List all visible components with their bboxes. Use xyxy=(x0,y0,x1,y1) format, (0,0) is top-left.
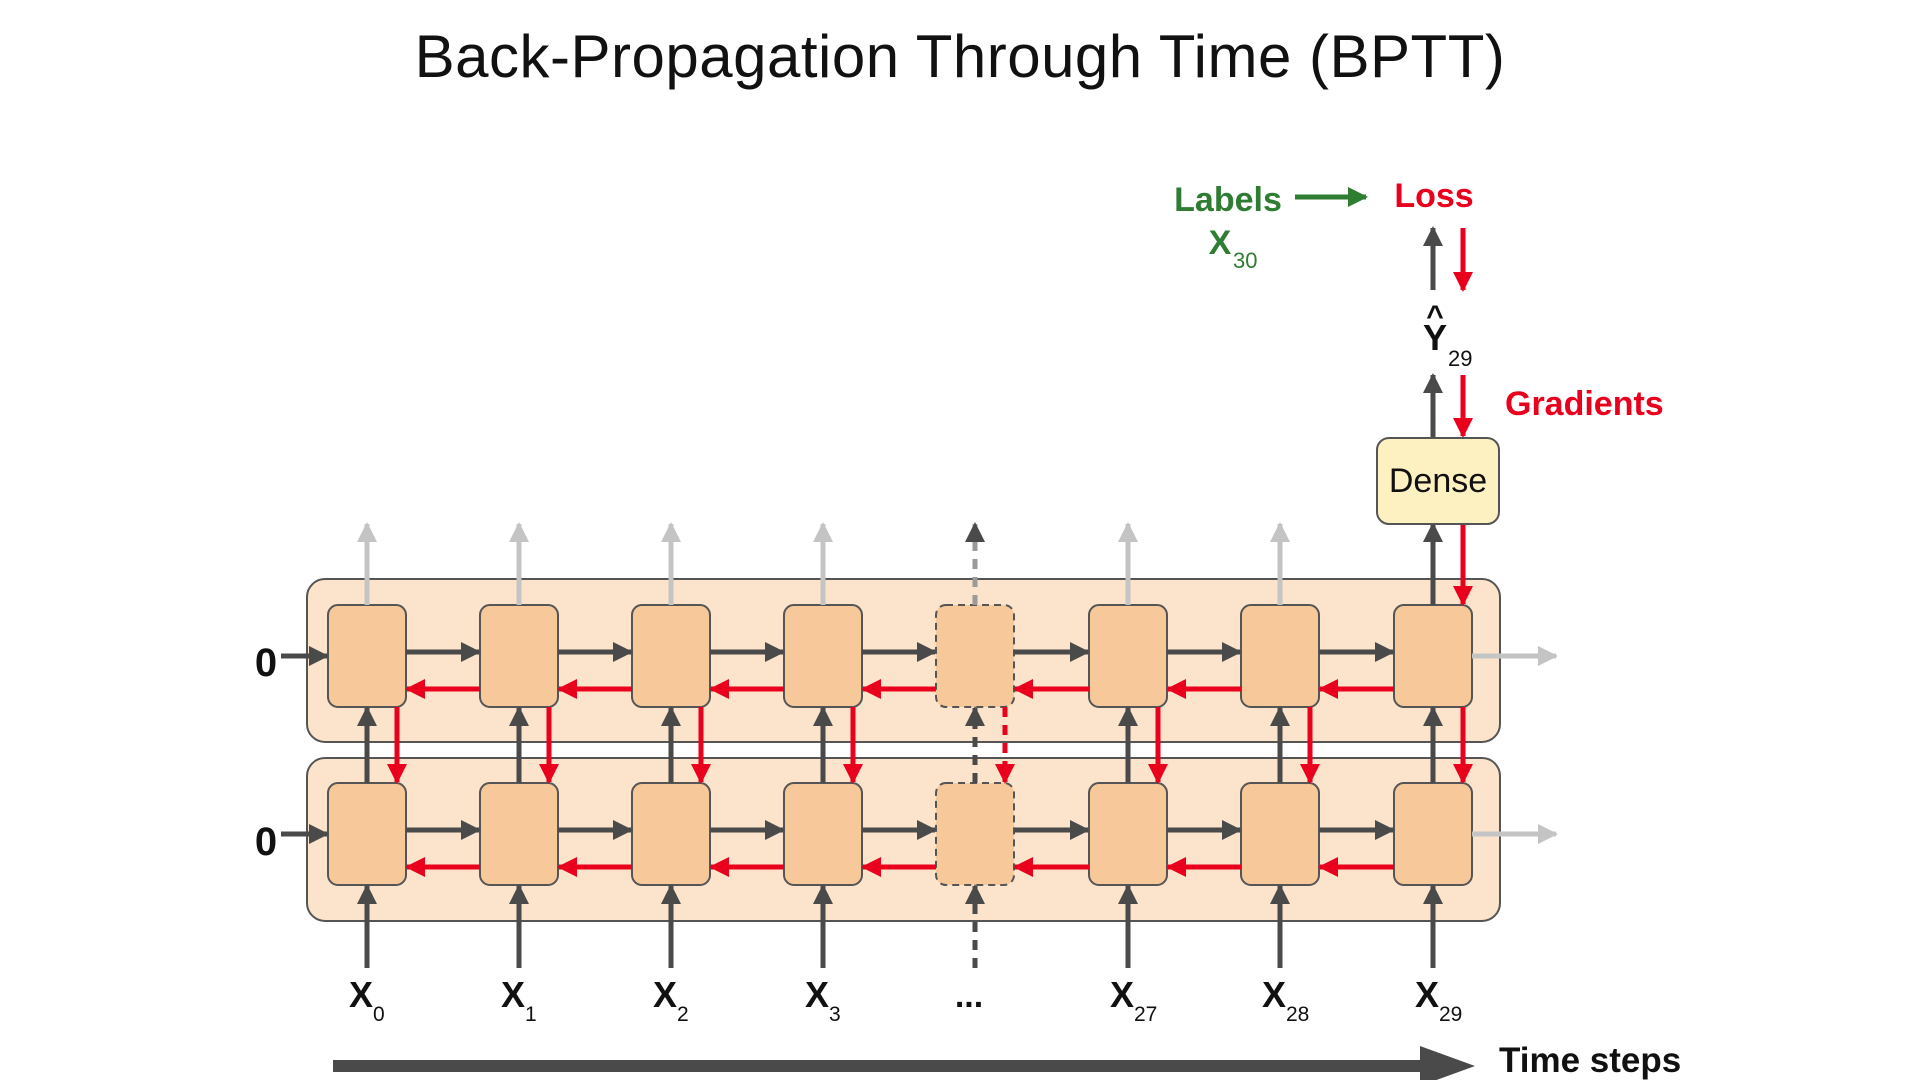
rnn-cell xyxy=(1393,782,1473,886)
rnn-cell xyxy=(631,604,711,708)
time-step-label: X xyxy=(1110,974,1134,1015)
time-step-subscript: 0 xyxy=(373,1003,385,1026)
time-step-label: X xyxy=(653,974,677,1015)
rnn-cell xyxy=(935,604,1015,708)
rnn-cell xyxy=(1088,782,1168,886)
rnn-cell xyxy=(1240,782,1320,886)
dense-layer-box xyxy=(1376,437,1500,525)
rnn-layer-top xyxy=(306,578,1501,743)
time-step-label: X xyxy=(805,974,829,1015)
time-step-subscript: 2 xyxy=(677,1003,689,1026)
time-step-label: X xyxy=(501,974,525,1015)
rnn-cell xyxy=(479,604,559,708)
labels-text: Labels xyxy=(1174,181,1282,219)
rnn-cell xyxy=(783,782,863,886)
rnn-cell xyxy=(327,782,407,886)
rnn-cell xyxy=(327,604,407,708)
time-step-label: X xyxy=(1262,974,1286,1015)
time-step-label: ... xyxy=(955,977,983,1015)
initial-state-label: 0 xyxy=(255,820,277,864)
time-axis-arrowhead xyxy=(1420,1046,1475,1080)
page-title: Back-Propagation Through Time (BPTT) xyxy=(414,23,1506,90)
initial-state-label: 0 xyxy=(255,641,277,685)
rnn-cell xyxy=(1088,604,1168,708)
rnn-arrows xyxy=(281,187,1558,968)
output-subscript: 29 xyxy=(1448,346,1472,371)
time-step-subscript: 27 xyxy=(1134,1003,1157,1026)
labels-subscript: 30 xyxy=(1233,248,1257,273)
gradients-label: Gradients xyxy=(1505,385,1664,423)
time-axis-label: Time steps xyxy=(1499,1041,1681,1080)
rnn-cell xyxy=(631,782,711,886)
rnn-layer-bottom xyxy=(306,757,1501,922)
rnn-cell xyxy=(783,604,863,708)
dense-layer-label: Dense xyxy=(1389,462,1487,500)
labels-symbol: X xyxy=(1209,224,1232,262)
rnn-cells xyxy=(327,604,1473,886)
loss-label: Loss xyxy=(1394,177,1473,215)
time-step-subscript: 29 xyxy=(1439,1003,1462,1026)
output-label: Y xyxy=(1423,317,1447,358)
rnn-cell xyxy=(479,782,559,886)
time-step-subscript: 1 xyxy=(525,1003,537,1026)
time-step-labels: X 0 X 1 X 2 X 3... X 27 X 28 X 29 xyxy=(349,974,1462,1026)
time-step-label: X xyxy=(1415,974,1439,1015)
rnn-cell xyxy=(1240,604,1320,708)
output-hat-symbol: ^ xyxy=(1426,300,1444,333)
rnn-cell xyxy=(1393,604,1473,708)
rnn-cell xyxy=(935,782,1015,886)
time-step-subscript: 3 xyxy=(829,1003,841,1026)
time-step-subscript: 28 xyxy=(1286,1003,1309,1026)
time-step-label: X xyxy=(349,974,373,1015)
